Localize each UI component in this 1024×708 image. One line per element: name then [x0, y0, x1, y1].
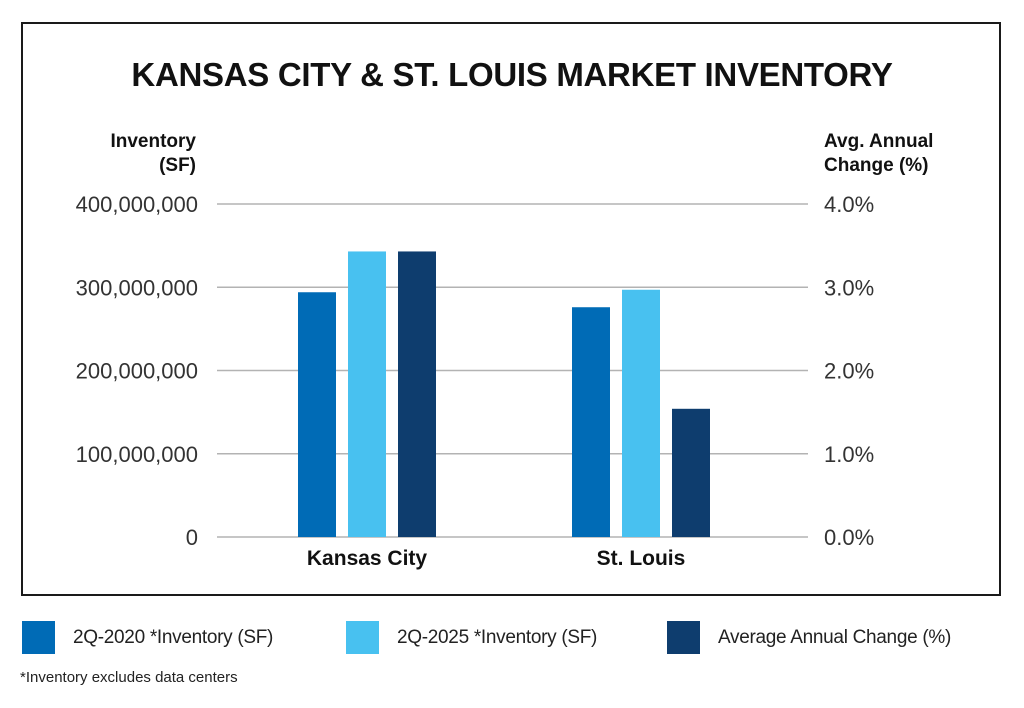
footnote: *Inventory excludes data centers [20, 669, 238, 686]
chart-frame [21, 22, 1001, 596]
left-axis-title-line2: (SF) [159, 155, 196, 176]
right-axis-title-line1: Avg. Annual [824, 131, 934, 152]
legend: 2Q-2020 *Inventory (SF) 2Q-2025 *Invento… [22, 621, 1022, 654]
left-axis-title: Inventory (SF) [110, 130, 196, 178]
bar-2020-st-louis [572, 307, 610, 537]
bar-2020-kansas-city [298, 292, 336, 537]
right-axis-title-line2: Change (%) [824, 155, 929, 176]
left-tick-label: 300,000,000 [76, 275, 198, 300]
legend-swatch-2025 [346, 621, 379, 654]
chart-title: KANSAS CITY & ST. LOUIS MARKET INVENTORY [131, 56, 893, 93]
left-tick-label: 100,000,000 [76, 442, 198, 467]
bar-avg-change-st-louis [672, 408, 710, 537]
legend-label-2020: 2Q-2020 *Inventory (SF) [73, 626, 274, 648]
right-tick-label: 4.0% [824, 192, 874, 217]
right-tick-label: 0.0% [824, 525, 874, 550]
right-tick-label: 2.0% [824, 359, 874, 384]
legend-swatch-2020 [22, 621, 55, 654]
right-tick-label: 1.0% [824, 442, 874, 467]
right-tick-label: 3.0% [824, 275, 874, 300]
left-tick-label: 0 [186, 525, 198, 550]
bar-avg-change-kansas-city [398, 251, 436, 537]
category-label: St. Louis [597, 547, 686, 570]
legend-label-2025: 2Q-2025 *Inventory (SF) [397, 626, 598, 648]
left-tick-label: 400,000,000 [76, 192, 198, 217]
left-tick-label: 200,000,000 [76, 359, 198, 384]
legend-item-2025: 2Q-2025 *Inventory (SF) [346, 621, 597, 654]
legend-item-avg-change: Average Annual Change (%) [667, 621, 951, 654]
left-axis-title-line1: Inventory [110, 131, 196, 152]
bar-2025-kansas-city [348, 251, 386, 537]
bar-2025-st-louis [622, 289, 660, 537]
category-label: Kansas City [307, 547, 428, 570]
legend-item-2020: 2Q-2020 *Inventory (SF) [22, 621, 273, 654]
right-axis-title: Avg. Annual Change (%) [824, 130, 933, 178]
legend-label-avg-change: Average Annual Change (%) [718, 626, 951, 648]
legend-swatch-avg-change [667, 621, 700, 654]
